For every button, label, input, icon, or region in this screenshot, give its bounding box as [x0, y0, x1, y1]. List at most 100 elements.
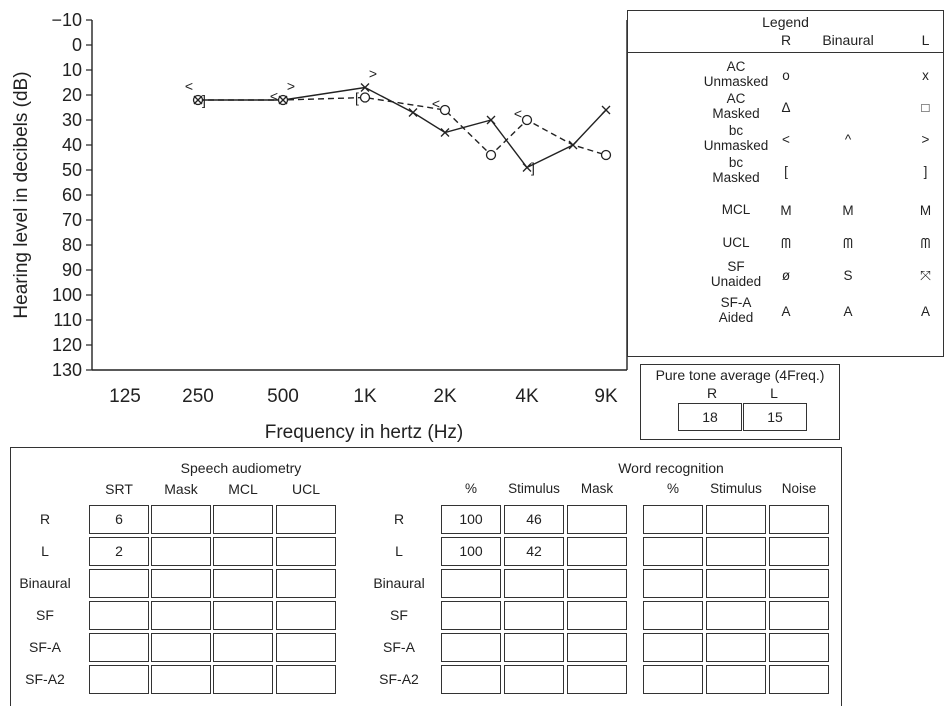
word-cell-input[interactable]: [769, 569, 829, 598]
word-cell-input[interactable]: [769, 505, 829, 534]
speech-cell-input[interactable]: [276, 601, 336, 630]
speech-cell-input[interactable]: [151, 537, 211, 566]
word-cell-input[interactable]: [441, 665, 501, 694]
speech-cell-input[interactable]: [276, 505, 336, 534]
speech-cell-input[interactable]: [151, 505, 211, 534]
word-row-label: R: [393, 511, 405, 527]
word-cell-input[interactable]: [567, 537, 627, 566]
speech-cell-input[interactable]: [213, 569, 273, 598]
word-cell-input[interactable]: [769, 537, 829, 566]
word-cell-input[interactable]: [706, 601, 766, 630]
word-cell-input[interactable]: 100: [441, 537, 501, 566]
circle-marker: [439, 104, 451, 116]
word-cell-input[interactable]: [706, 633, 766, 662]
word-cell-input[interactable]: [706, 505, 766, 534]
legend-symbol-binaural: S: [843, 268, 853, 283]
legend-symbol-l: A: [920, 304, 930, 319]
x-marker-stroke: [601, 105, 611, 115]
word-cell-input[interactable]: [769, 633, 829, 662]
word-col-header: %: [666, 481, 679, 496]
word-cell-input[interactable]: [706, 537, 766, 566]
speech-col-header: UCL: [291, 481, 320, 497]
word-row-label: Binaural: [373, 575, 425, 591]
legend-col-r: R: [780, 32, 792, 48]
word-recognition-title: Word recognition: [618, 460, 724, 476]
speech-row-label: SF-A2: [25, 671, 65, 687]
word-cell-input[interactable]: [769, 665, 829, 694]
word-cell-input[interactable]: [441, 569, 501, 598]
speech-cell-input[interactable]: [213, 633, 273, 662]
word-cell-input[interactable]: 46: [504, 505, 564, 534]
pure-tone-average-panel: Pure tone average (4Freq.) R L 18 15: [640, 364, 840, 440]
y-tick-label: 110: [53, 310, 82, 330]
speech-cell-input[interactable]: [151, 665, 211, 694]
legend-row-label: AC Unmasked: [703, 59, 769, 89]
word-cell-input[interactable]: 42: [504, 537, 564, 566]
word-cell-input[interactable]: [504, 569, 564, 598]
speech-cell-input[interactable]: 2: [89, 537, 149, 566]
word-cell-input[interactable]: [504, 633, 564, 662]
word-cell-input[interactable]: [643, 537, 703, 566]
word-cell-input[interactable]: [441, 601, 501, 630]
word-cell-input[interactable]: [567, 665, 627, 694]
x-marker: [440, 128, 450, 137]
word-cell-input[interactable]: [567, 601, 627, 630]
speech-cell-input[interactable]: [276, 537, 336, 566]
speech-row-label: Binaural: [19, 575, 71, 591]
speech-cell-input[interactable]: [89, 569, 149, 598]
speech-cell-input[interactable]: [151, 633, 211, 662]
word-cell-input[interactable]: [643, 601, 703, 630]
legend-symbol-l: M: [919, 203, 932, 218]
circle-marker: [485, 149, 497, 161]
word-cell-input[interactable]: [504, 601, 564, 630]
word-cell-input[interactable]: [706, 569, 766, 598]
word-cell-input[interactable]: [643, 569, 703, 598]
circle-marker: [521, 114, 533, 126]
word-cell-input[interactable]: [504, 665, 564, 694]
word-cell-input[interactable]: [567, 569, 627, 598]
x-tick-label: 2K: [433, 386, 457, 407]
speech-row-label: SF: [36, 607, 54, 623]
pta-r-value[interactable]: 18: [678, 403, 742, 431]
pta-l-label: L: [770, 385, 778, 401]
speech-cell-input[interactable]: [89, 665, 149, 694]
audiogram-chart: −10 0 10 20 30 40 50 60 70 80 90 100 110 120 130 125 250…: [11, 10, 628, 443]
pta-l-value[interactable]: 15: [743, 403, 807, 431]
pta-title: Pure tone average (4Freq.): [655, 367, 825, 383]
word-cell-input[interactable]: [769, 601, 829, 630]
word-cell-input[interactable]: [441, 633, 501, 662]
speech-cell-input[interactable]: [276, 569, 336, 598]
x-marker-stroke: [440, 128, 450, 137]
speech-cell-input[interactable]: [151, 569, 211, 598]
word-cell-input[interactable]: [706, 665, 766, 694]
speech-cell-input[interactable]: [276, 633, 336, 662]
word-cell-input[interactable]: [643, 505, 703, 534]
x-marker-stroke: [360, 83, 370, 92]
word-cell-input[interactable]: 100: [441, 505, 501, 534]
y-tick-label: 120: [52, 335, 82, 355]
word-cell-input[interactable]: [643, 665, 703, 694]
word-cell-input[interactable]: [567, 505, 627, 534]
y-tick-label: 50: [62, 160, 82, 180]
legend-symbol-r: Δ: [781, 100, 791, 115]
word-cell-input[interactable]: [567, 633, 627, 662]
speech-row-label: L: [41, 543, 49, 559]
speech-cell-input[interactable]: [276, 665, 336, 694]
legend-symbol-binaural: M: [842, 203, 854, 218]
legend-symbol-binaural: ᗰ: [843, 236, 853, 251]
circle-marker: [600, 149, 612, 161]
x-tick-label: 125: [109, 386, 141, 407]
word-cell-input[interactable]: [643, 633, 703, 662]
legend-symbol-l: ]: [923, 164, 928, 179]
speech-cell-input[interactable]: 6: [89, 505, 149, 534]
speech-cell-input[interactable]: [89, 601, 149, 630]
speech-cell-input[interactable]: [151, 601, 211, 630]
speech-cell-input[interactable]: [213, 537, 273, 566]
speech-cell-input[interactable]: [89, 633, 149, 662]
speech-cell-input[interactable]: [213, 505, 273, 534]
speech-cell-input[interactable]: [213, 601, 273, 630]
speech-cell-input[interactable]: [213, 665, 273, 694]
legend-symbol-r: [: [784, 164, 788, 179]
legend-row-label: SF-A Aided: [718, 295, 754, 325]
series-line-dashed: [198, 96, 607, 156]
